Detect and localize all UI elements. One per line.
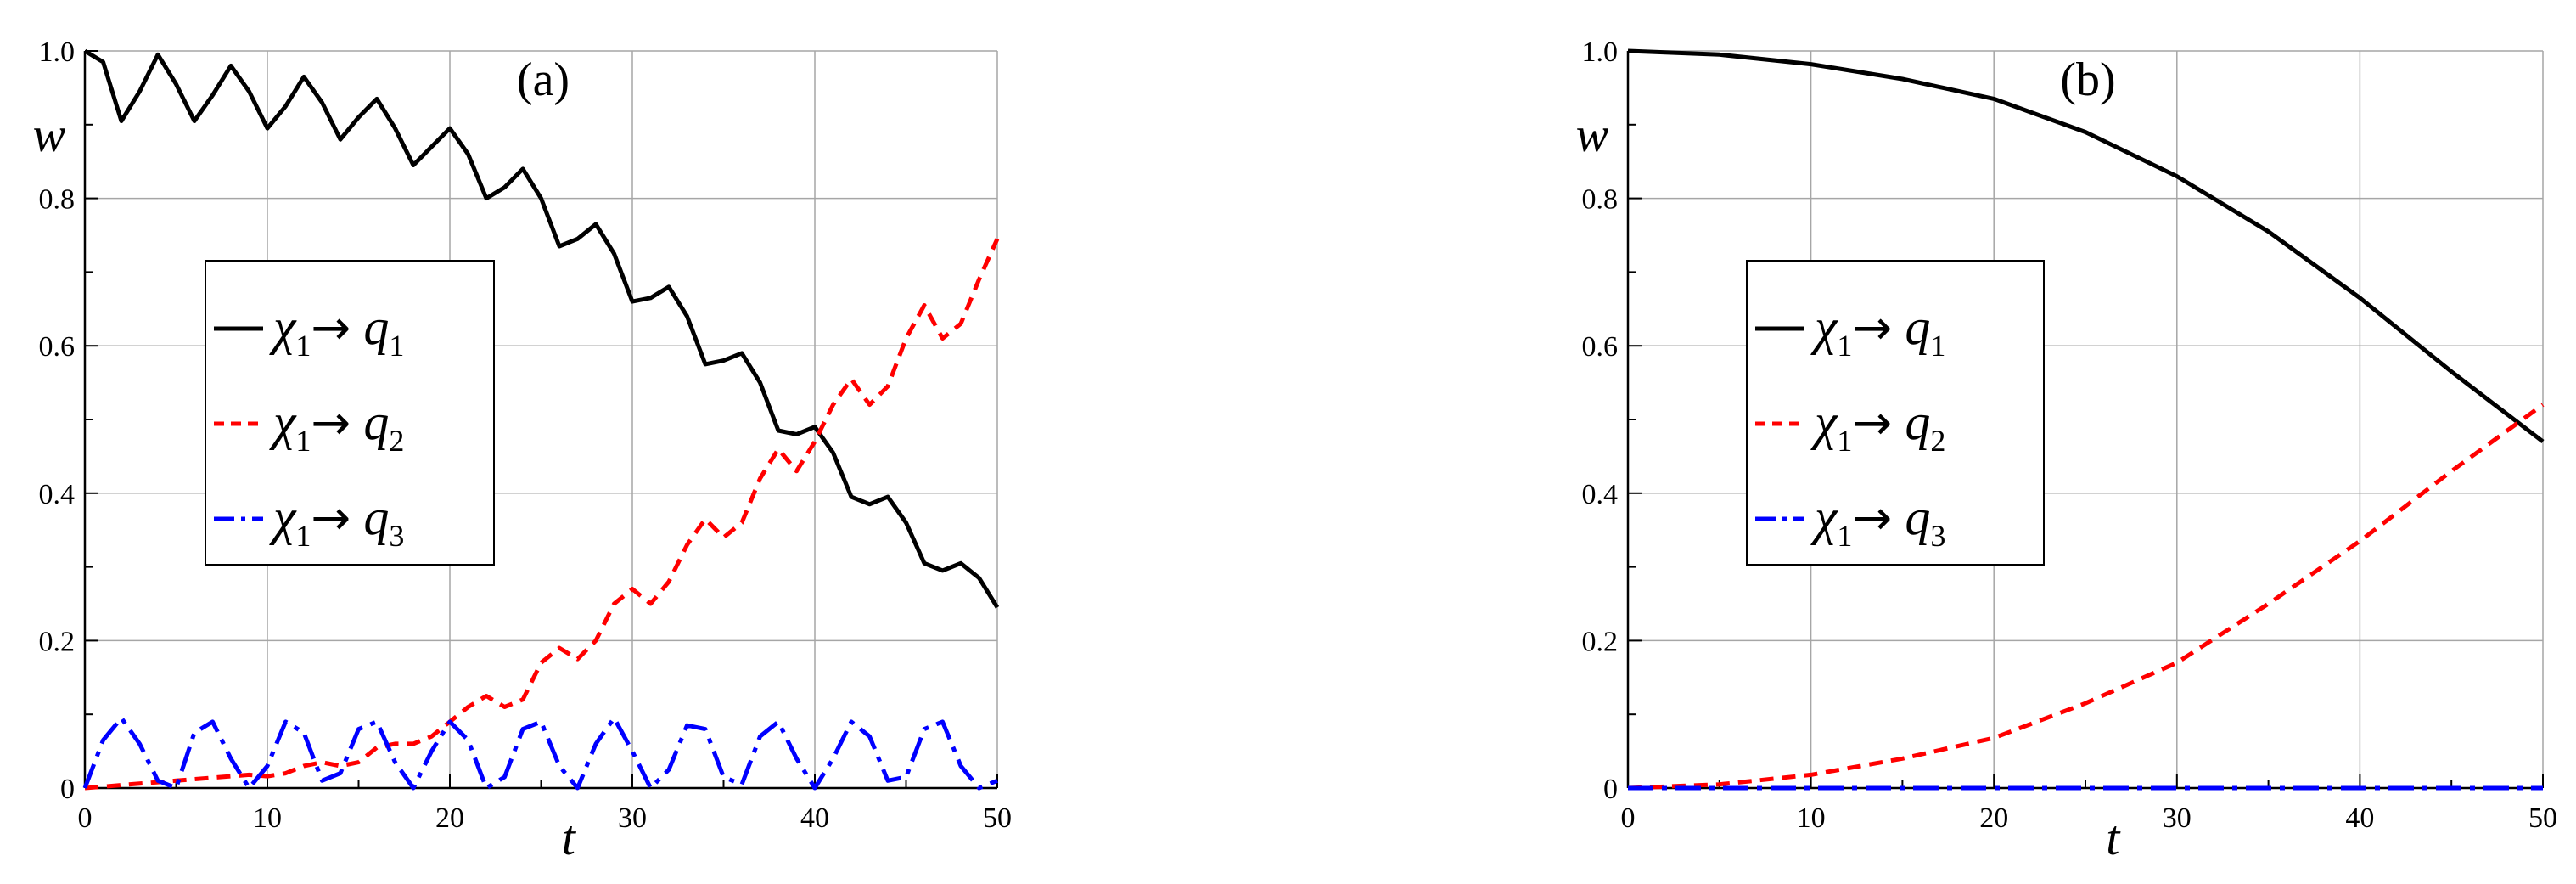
legend-subscript: 1	[295, 424, 311, 458]
legend-subscript: 2	[1930, 424, 1945, 458]
panel-label: (b)	[2060, 53, 2115, 106]
legend-arrow: →	[311, 301, 351, 356]
series-line-solid	[83, 48, 1000, 609]
legend-symbol: χ	[269, 394, 297, 450]
y-tick-label: 1.0	[39, 37, 76, 68]
legend-subscript: 1	[1930, 329, 1945, 363]
legend-subscript: 1	[389, 329, 404, 363]
y-tick-label: 0.6	[1582, 331, 1619, 363]
y-axis-label: w	[1576, 107, 1609, 162]
x-tick-label: 50	[983, 802, 1012, 834]
x-tick-label: 0	[1621, 802, 1636, 834]
x-axis-label: t	[562, 810, 577, 865]
legend-box	[1746, 260, 2045, 566]
legend-subscript: 1	[1837, 329, 1852, 363]
legend-entry: χ1→ q3	[1810, 489, 1945, 553]
legend-entry: χ1→ q2	[269, 394, 404, 458]
x-axis-label: t	[2106, 810, 2121, 865]
legend-box	[205, 260, 495, 566]
x-tick-label: 40	[800, 802, 829, 834]
y-tick-label: 0.4	[1582, 479, 1619, 510]
legend-entry: χ1→ q1	[269, 299, 404, 363]
legend-subscript: 3	[1930, 519, 1945, 553]
legend-target: q	[351, 299, 389, 355]
legend-target: q	[351, 394, 389, 450]
y-tick-label: 0.8	[39, 184, 76, 216]
legend-subscript: 1	[295, 329, 311, 363]
legend-target: q	[1892, 299, 1930, 355]
y-tick-label: 0	[60, 774, 75, 805]
x-tick-label: 50	[2528, 802, 2557, 834]
legend-symbol: χ	[1810, 489, 1838, 545]
x-tick-label: 20	[1979, 802, 2008, 834]
y-tick-label: 0.4	[39, 479, 76, 510]
x-tick-label: 40	[2345, 802, 2374, 834]
y-tick-label: 1.0	[1582, 37, 1619, 68]
series-line-solid	[1627, 48, 2545, 443]
legend-arrow: →	[311, 491, 351, 546]
legend-arrow: →	[1852, 301, 1892, 356]
legend-target: q	[1892, 394, 1930, 450]
series-line-dashed	[84, 238, 1000, 791]
y-axis-label: w	[33, 107, 66, 162]
y-tick-label: 0.2	[1582, 626, 1619, 657]
y-tick-label: 0	[1603, 774, 1618, 805]
x-tick-label: 10	[1797, 802, 1826, 834]
legend-target: q	[351, 489, 389, 545]
legend-symbol: χ	[1810, 299, 1838, 355]
legend-entry: χ1→ q3	[269, 489, 404, 553]
legend-arrow: →	[311, 396, 351, 451]
series-line-dashed	[1627, 403, 2545, 791]
legend-symbol: χ	[269, 299, 297, 355]
legend-symbol: χ	[1810, 394, 1838, 450]
x-tick-label: 30	[618, 802, 647, 834]
panel-label: (a)	[517, 53, 570, 106]
legend-entry: χ1→ q2	[1810, 394, 1945, 458]
y-tick-label: 0.8	[1582, 184, 1619, 216]
series-line-dashdot	[82, 716, 998, 791]
legend-subscript: 1	[1837, 424, 1852, 458]
legend-subscript: 2	[389, 424, 404, 458]
legend-subscript: 1	[1837, 519, 1852, 553]
legend-subscript: 1	[295, 519, 311, 553]
y-tick-label: 0.2	[39, 626, 76, 657]
legend-target: q	[1892, 489, 1930, 545]
legend-arrow: →	[1852, 491, 1892, 546]
legend-arrow: →	[1852, 396, 1892, 451]
x-tick-label: 20	[435, 802, 464, 834]
x-tick-label: 0	[78, 802, 93, 834]
legend-entry: χ1→ q1	[1810, 299, 1945, 363]
y-tick-label: 0.6	[39, 331, 76, 363]
legend-symbol: χ	[269, 489, 297, 545]
x-tick-label: 30	[2163, 802, 2192, 834]
x-tick-label: 10	[253, 802, 282, 834]
legend-subscript: 3	[389, 519, 404, 553]
